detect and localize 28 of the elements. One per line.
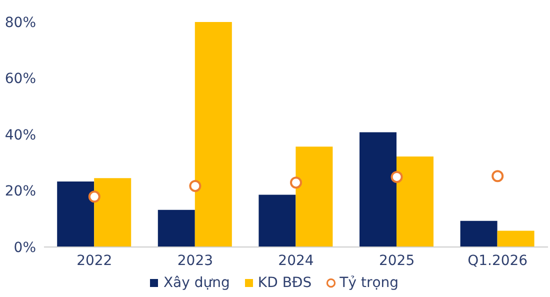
bar bbox=[396, 156, 434, 247]
point bbox=[189, 180, 202, 192]
point bbox=[290, 176, 302, 189]
bar bbox=[497, 230, 534, 247]
y-tick-label: 60% bbox=[4, 71, 36, 88]
x-tick-label: 2023 bbox=[177, 252, 214, 269]
point bbox=[390, 170, 403, 183]
bar bbox=[57, 181, 94, 247]
bar bbox=[296, 146, 333, 247]
legend-label: KD BĐS bbox=[256, 275, 312, 291]
bar bbox=[94, 178, 132, 247]
bar bbox=[194, 22, 232, 247]
legend-label: Xây dựng bbox=[162, 275, 230, 291]
bar bbox=[158, 210, 195, 247]
y-tick-label: 0% bbox=[14, 240, 36, 256]
point bbox=[88, 190, 100, 203]
x-tick-label: Q1.2026 bbox=[468, 252, 528, 269]
bar bbox=[258, 194, 296, 247]
x-tick-label: 2024 bbox=[278, 252, 314, 269]
y-tick-label: 80% bbox=[4, 14, 36, 31]
point bbox=[492, 170, 504, 182]
x-tick-label: 2022 bbox=[76, 252, 112, 269]
legend-label: Tỷ trọng bbox=[338, 275, 399, 291]
y-tick-label: 40% bbox=[4, 127, 36, 144]
y-tick-label: 20% bbox=[4, 184, 36, 200]
bar bbox=[360, 132, 397, 247]
bar bbox=[460, 220, 498, 247]
x-tick-label: 2025 bbox=[378, 252, 415, 269]
